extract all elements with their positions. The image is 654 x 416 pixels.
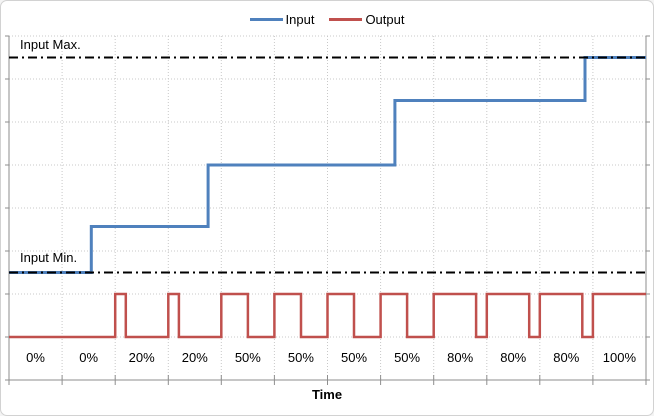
x-axis-label: 50%: [234, 350, 261, 365]
legend-label-output: Output: [365, 11, 405, 27]
legend-item-input: Input: [249, 11, 315, 27]
legend-label-input: Input: [285, 11, 315, 27]
x-axis-label: 50%: [394, 350, 421, 365]
output-line-swatch: [329, 17, 363, 21]
x-axis-label: 0%: [79, 350, 99, 365]
x-axis-label: 0%: [26, 350, 45, 365]
x-axis-label: 50%: [287, 350, 314, 365]
x-axis-label: 50%: [340, 350, 368, 365]
x-axis-label: 80%: [500, 350, 527, 365]
input-max-label: Input Max.: [20, 37, 81, 52]
x-axis-labels: 0% 0% 20% 20% 50% 50% 50% 50% 80% 80% 80% 100%: [9, 350, 646, 365]
x-axis-label: 100%: [602, 350, 637, 365]
input-line-swatch: [249, 17, 283, 21]
input-min-label: Input Min.: [20, 250, 78, 265]
x-axis-label: 20%: [181, 350, 208, 365]
x-axis-title: Time: [311, 387, 343, 402]
legend-item-output: Output: [329, 12, 404, 27]
x-axis-label: 20%: [128, 350, 155, 365]
output-series-line: [9, 292, 646, 339]
x-axis-label: 80%: [553, 350, 580, 365]
x-axis-label: 80%: [447, 350, 474, 365]
legend: Input Output: [1, 10, 653, 28]
input-series-line: [9, 56, 646, 274]
